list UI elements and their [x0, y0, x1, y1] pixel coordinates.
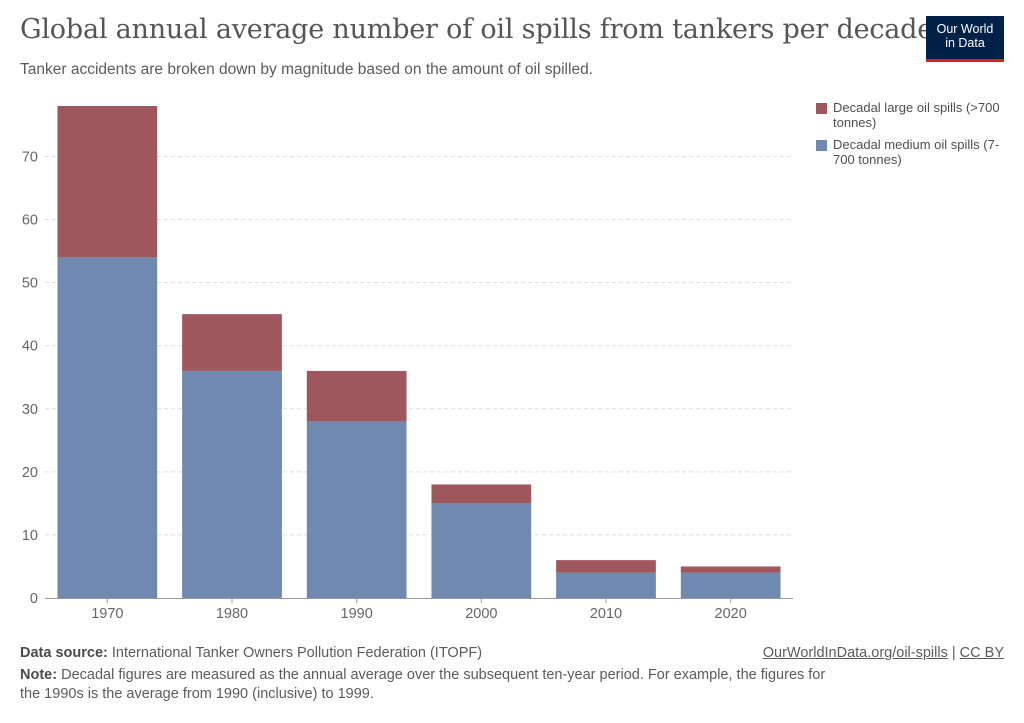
bar-segment: [680, 566, 781, 573]
logo-line-2: in Data: [945, 36, 985, 50]
x-tick-label: 1970: [91, 606, 123, 622]
legend-swatch-medium: [816, 140, 827, 151]
note-text: Decadal figures are measured as the annu…: [20, 667, 826, 702]
chart-subtitle: Tanker accidents are broken down by magn…: [20, 61, 593, 78]
x-tick-label: 1980: [216, 606, 248, 622]
y-tick-label: 10: [22, 528, 38, 544]
bar-segment: [680, 572, 781, 598]
bar-segment: [556, 572, 656, 598]
logo-line-1: Our World: [936, 22, 994, 36]
owid-logo[interactable]: Our World in Data: [926, 16, 1004, 62]
y-tick-label: 50: [22, 276, 38, 292]
bar-segment: [306, 370, 407, 422]
note-label: Note:: [20, 667, 58, 683]
bar-segment: [306, 421, 407, 598]
footer-links: OurWorldInData.org/oil-spills | CC BY: [763, 645, 1004, 661]
stacked-bar-chart: 0 10 20 30 40 50 60 70 1970 1980 1990 2000 2010 2020: [22, 106, 793, 622]
data-source: Data source: International Tanker Owners…: [20, 645, 482, 661]
legend-item-large[interactable]: Decadal large oil spills (>700 tonnes): [816, 100, 1013, 130]
link-separator: |: [951, 645, 956, 661]
y-tick-label: 70: [22, 149, 38, 165]
chart-legend: Decadal large oil spills (>700 tonnes) D…: [816, 100, 1013, 174]
y-tick-label: 30: [22, 402, 38, 418]
legend-label-large: Decadal large oil spills (>700 tonnes): [833, 100, 1000, 130]
bar-segment: [57, 106, 158, 258]
x-tick-label: 2010: [590, 606, 622, 622]
y-tick-label: 60: [22, 213, 38, 229]
x-tick-label: 2000: [465, 606, 497, 622]
bar-segment: [556, 560, 656, 573]
source-text: International Tanker Owners Pollution Fe…: [111, 645, 483, 661]
x-tick-label: 1990: [341, 606, 373, 622]
legend-label-medium: Decadal medium oil spills (7-700 tonnes): [833, 137, 1000, 167]
license-link[interactable]: CC BY: [959, 645, 1004, 661]
y-tick-label: 20: [22, 465, 38, 481]
bar-segment: [182, 314, 282, 371]
legend-swatch-large: [816, 103, 827, 114]
bar-segment: [182, 370, 282, 598]
bar-segment: [431, 484, 532, 504]
source-label: Data source:: [20, 645, 108, 661]
y-tick-label: 40: [22, 339, 38, 355]
oil-spills-link[interactable]: OurWorldInData.org/oil-spills: [762, 645, 948, 661]
chart-title: Global annual average number of oil spil…: [20, 14, 934, 45]
x-tick-label: 2020: [715, 606, 747, 622]
y-tick-label: 0: [30, 591, 38, 607]
bar-segment: [57, 257, 158, 598]
legend-item-medium[interactable]: Decadal medium oil spills (7-700 tonnes): [816, 137, 1013, 167]
chart-note: Note: Decadal figures are measured as th…: [20, 666, 840, 704]
bar-segment: [431, 503, 532, 598]
